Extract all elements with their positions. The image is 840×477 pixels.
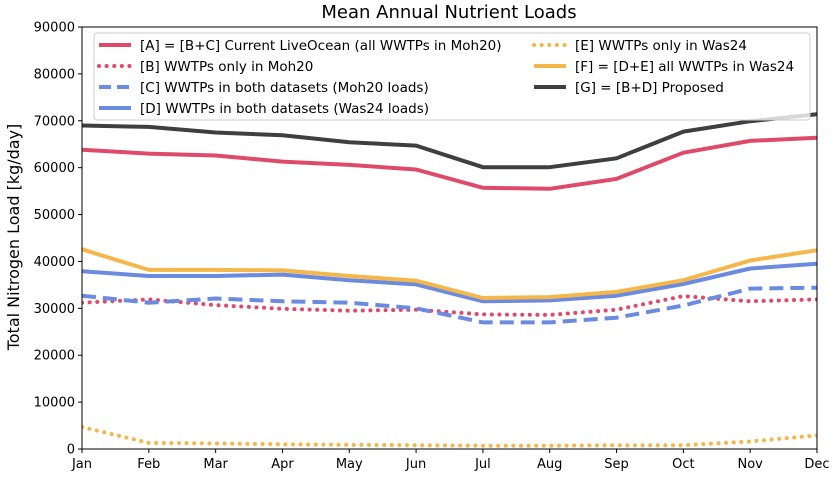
y-tick-label: 40000 <box>34 255 75 270</box>
series-line-d <box>82 261 817 304</box>
legend-label: [G] = [B+D] Proposed <box>575 80 724 96</box>
y-tick-label: 10000 <box>34 396 75 411</box>
x-tick-label: Feb <box>137 457 160 472</box>
y-tick-label: 50000 <box>34 208 75 223</box>
legend-label: [B] WWTPs only in Moh20 <box>140 59 313 75</box>
x-tick-label: Jun <box>405 457 426 472</box>
x-tick-label: May <box>336 457 363 472</box>
series-line-c <box>82 285 817 325</box>
x-tick-label: Jul <box>474 457 491 472</box>
x-tick-label: Jan <box>71 457 92 472</box>
axes: Jan Feb Mar Apr May Jun Jul Aug Sep Oct Nov Dec 0 100… <box>34 21 830 473</box>
legend-label: [E] WWTPs only in Was24 <box>575 38 747 54</box>
y-tick-label: 30000 <box>34 302 75 317</box>
x-tick-label: Mar <box>203 457 228 472</box>
x-tick-label: Apr <box>271 457 294 472</box>
series-line-g <box>82 112 817 170</box>
x-tick-label: Aug <box>537 457 562 472</box>
y-tick-label: 0 <box>67 443 75 458</box>
legend-label: [C] WWTPs in both datasets (Moh20 loads) <box>140 80 429 96</box>
series-line-b <box>82 294 817 317</box>
legend-label: [D] WWTPs in both datasets (Was24 loads) <box>140 101 429 117</box>
y-axis-label: Total Nitrogen Load [kg/day] <box>4 124 23 352</box>
x-tick-label: Oct <box>672 457 694 472</box>
y-tick-label: 80000 <box>34 67 75 82</box>
legend-label: [F] = [D+E] all WWTPs in Was24 <box>575 59 794 75</box>
y-tick-label: 20000 <box>34 349 75 364</box>
series-line-f <box>82 247 817 300</box>
series-line-e <box>82 425 817 448</box>
legend-box <box>93 32 811 121</box>
plot-frame <box>81 26 818 450</box>
y-tick-label: 70000 <box>34 114 75 129</box>
x-tick-label: Sep <box>604 457 629 472</box>
x-tick-label: Nov <box>737 457 763 472</box>
chart-title: Mean Annual Nutrient Loads <box>321 2 576 23</box>
y-tick-label: 90000 <box>34 21 75 36</box>
series-line-a <box>82 135 817 191</box>
legend: [A] = [B+C] Current LiveOcean (all WWTPs… <box>93 32 811 121</box>
series-lines <box>82 112 817 448</box>
legend-label: [A] = [B+C] Current LiveOcean (all WWTPs… <box>140 38 502 54</box>
y-tick-label: 60000 <box>34 161 75 176</box>
x-tick-label: Dec <box>804 457 829 472</box>
